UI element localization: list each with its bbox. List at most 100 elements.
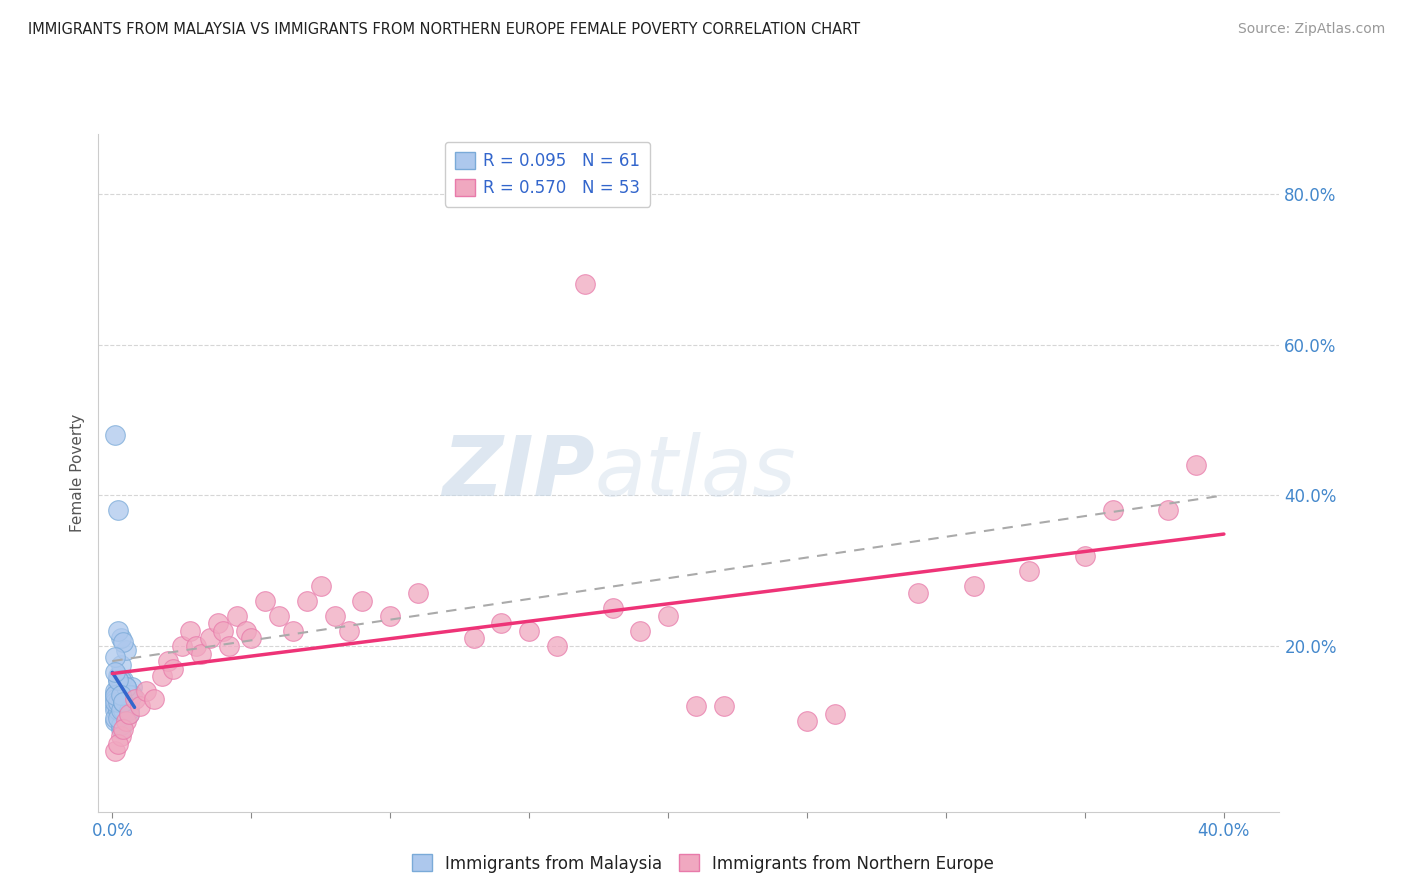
Y-axis label: Female Poverty: Female Poverty: [70, 414, 86, 532]
Point: [212, 624, 235, 638]
Point: [190, 647, 212, 661]
Text: atlas: atlas: [595, 433, 796, 513]
Point: [107, 737, 129, 751]
Point: [104, 714, 127, 729]
Point: [112, 696, 135, 710]
Point: [240, 632, 263, 646]
Point: [104, 688, 127, 702]
Point: [207, 616, 229, 631]
Point: [107, 691, 129, 706]
Point: [118, 706, 141, 721]
Point: [226, 608, 249, 623]
Point: [1018, 564, 1040, 578]
Point: [295, 594, 318, 608]
Point: [110, 696, 132, 710]
Point: [118, 688, 141, 702]
Point: [112, 684, 135, 698]
Point: [104, 428, 127, 442]
Point: [112, 696, 135, 710]
Legend: R = 0.095   N = 61, R = 0.570   N = 53: R = 0.095 N = 61, R = 0.570 N = 53: [444, 142, 650, 207]
Point: [107, 681, 129, 695]
Point: [107, 703, 129, 717]
Point: [574, 277, 596, 292]
Point: [352, 594, 374, 608]
Point: [107, 503, 129, 517]
Point: [267, 608, 290, 623]
Point: [107, 696, 129, 710]
Point: [150, 669, 173, 683]
Point: [323, 608, 346, 623]
Point: [118, 699, 141, 714]
Point: [107, 710, 129, 724]
Text: Source: ZipAtlas.com: Source: ZipAtlas.com: [1237, 22, 1385, 37]
Point: [143, 691, 166, 706]
Point: [121, 688, 143, 702]
Point: [104, 744, 127, 758]
Point: [115, 681, 138, 695]
Point: [112, 635, 135, 649]
Point: [112, 688, 135, 702]
Point: [112, 703, 135, 717]
Point: [491, 616, 513, 631]
Point: [963, 579, 986, 593]
Point: [107, 673, 129, 687]
Point: [110, 657, 132, 672]
Point: [121, 681, 143, 695]
Point: [517, 624, 540, 638]
Point: [104, 699, 127, 714]
Point: [184, 639, 207, 653]
Point: [112, 696, 135, 710]
Legend: Immigrants from Malaysia, Immigrants from Northern Europe: Immigrants from Malaysia, Immigrants fro…: [405, 847, 1001, 880]
Point: [104, 696, 127, 710]
Point: [628, 624, 651, 638]
Point: [110, 730, 132, 744]
Point: [198, 632, 221, 646]
Point: [110, 676, 132, 690]
Point: [104, 665, 127, 680]
Point: [309, 579, 332, 593]
Point: [104, 650, 127, 665]
Point: [118, 696, 141, 710]
Point: [546, 639, 568, 653]
Point: [254, 594, 277, 608]
Point: [118, 706, 141, 721]
Point: [115, 691, 138, 706]
Point: [685, 699, 707, 714]
Point: [107, 703, 129, 717]
Point: [170, 639, 193, 653]
Point: [796, 714, 818, 729]
Point: [118, 703, 141, 717]
Point: [107, 624, 129, 638]
Point: [110, 632, 132, 646]
Point: [110, 703, 132, 717]
Point: [104, 703, 127, 717]
Point: [162, 662, 184, 676]
Point: [107, 669, 129, 683]
Point: [104, 684, 127, 698]
Point: [121, 688, 143, 702]
Point: [337, 624, 360, 638]
Point: [107, 706, 129, 721]
Point: [406, 586, 429, 600]
Point: [235, 624, 257, 638]
Point: [112, 722, 135, 736]
Point: [156, 654, 179, 668]
Point: [110, 673, 132, 687]
Point: [602, 601, 624, 615]
Point: [115, 703, 138, 717]
Point: [907, 586, 929, 600]
Point: [115, 642, 138, 657]
Point: [115, 696, 138, 710]
Point: [104, 691, 127, 706]
Text: ZIP: ZIP: [441, 433, 595, 513]
Point: [115, 681, 138, 695]
Point: [463, 632, 485, 646]
Point: [110, 673, 132, 687]
Point: [124, 691, 146, 706]
Point: [135, 684, 157, 698]
Point: [824, 706, 846, 721]
Point: [1101, 503, 1123, 517]
Point: [179, 624, 201, 638]
Point: [1157, 503, 1180, 517]
Point: [110, 722, 132, 736]
